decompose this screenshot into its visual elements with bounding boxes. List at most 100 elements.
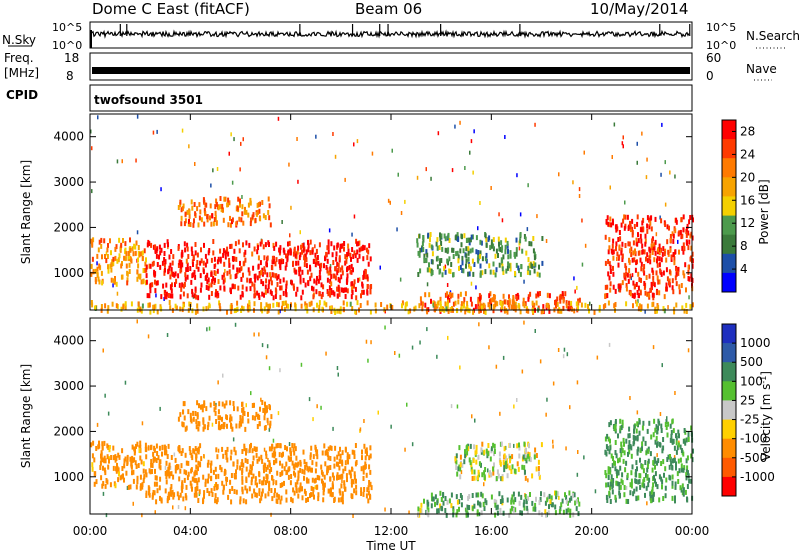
echo-cell [331, 472, 334, 478]
echo-cell [492, 261, 495, 267]
echo-cell [469, 237, 472, 243]
echo-cell [455, 459, 458, 465]
echo-cell [476, 475, 479, 481]
echo-cell [659, 268, 662, 274]
echo-cell [326, 465, 329, 471]
echo-cell [500, 240, 503, 246]
echo-cell [268, 279, 271, 285]
echo-cell [522, 297, 525, 303]
echo-cell [652, 491, 655, 497]
echo-cell [483, 506, 486, 511]
echo-cell [329, 264, 332, 268]
echo-cell [266, 417, 269, 423]
echo-cell [93, 471, 96, 477]
echo-cell [477, 454, 480, 460]
echo-cell [318, 269, 321, 275]
echo-cell [304, 257, 306, 262]
echo-cell [522, 454, 525, 460]
echo-cell [461, 268, 464, 273]
nsearch-tick-bottom: 10^0 [706, 39, 736, 52]
echo-cell [339, 474, 342, 480]
echo-cell [646, 228, 649, 234]
echo-cell [380, 302, 383, 307]
echo-cell [425, 258, 428, 263]
echo-cell [138, 448, 141, 453]
echo-cell [648, 477, 651, 483]
echo-cell [96, 266, 99, 272]
echo-cell [278, 452, 281, 458]
echo-cell [612, 271, 615, 277]
echo-cell [354, 309, 357, 315]
echo-cell [614, 450, 617, 455]
echo-cell [521, 464, 524, 470]
echo-cell [562, 294, 565, 300]
echo-cell [456, 471, 459, 477]
echo-cell [224, 269, 226, 273]
echo-cell [624, 243, 627, 248]
echo-cell [254, 277, 257, 283]
echo-cell [105, 258, 108, 264]
echo-cell [96, 422, 99, 427]
echo-cell [240, 276, 243, 282]
echo-cell [570, 495, 573, 501]
echo-cell [346, 288, 349, 294]
colorbar-tick-label: 8 [740, 239, 748, 253]
echo-cell [513, 251, 516, 257]
echo-cell [397, 172, 399, 177]
echo-cell [464, 453, 467, 459]
echo-cell [242, 137, 244, 142]
echo-cell [687, 245, 690, 251]
echo-cell [112, 278, 115, 284]
echo-cell [299, 230, 301, 235]
echo-cell [484, 467, 487, 472]
echo-cell [135, 443, 137, 449]
echo-cell [200, 247, 202, 253]
echo-cell [312, 259, 315, 264]
echo-cell [593, 309, 596, 315]
echo-cell [625, 271, 628, 277]
echo-cell [515, 247, 518, 253]
echo-cell [222, 489, 225, 495]
echo-cell [307, 478, 310, 484]
echo-cell [145, 267, 148, 273]
echo-cell [506, 243, 509, 249]
echo-cell [428, 267, 431, 273]
echo-cell [315, 280, 318, 286]
echo-cell [262, 213, 265, 219]
echo-cell [303, 459, 306, 465]
x-tick-label: 20:00 [574, 524, 609, 538]
echo-cell [188, 144, 190, 149]
echo-cell [425, 249, 428, 255]
echo-cell [513, 443, 515, 448]
velocity-data [90, 319, 694, 518]
echo-cell [137, 463, 140, 468]
echo-cell [455, 512, 458, 518]
echo-cell [604, 470, 607, 475]
echo-cell [297, 475, 300, 481]
echo-cell [688, 219, 691, 225]
echo-cell [344, 460, 347, 466]
echo-cell [480, 462, 482, 468]
echo-cell [265, 474, 268, 480]
echo-cell [91, 462, 94, 468]
echo-cell [572, 512, 575, 518]
echo-cell [488, 293, 491, 299]
echo-cell [501, 498, 504, 504]
echo-cell [132, 501, 134, 506]
echo-cell [195, 294, 198, 300]
echo-cell [351, 247, 354, 252]
echo-cell [660, 257, 663, 263]
echo-cell [473, 444, 476, 450]
echo-cell [232, 264, 235, 270]
echo-cell [662, 459, 665, 465]
echo-cell [646, 475, 649, 481]
echo-cell [353, 214, 356, 219]
echo-cell [246, 459, 249, 464]
beam-label: Beam 06 [355, 0, 422, 18]
echo-cell [470, 466, 473, 472]
echo-cell [518, 500, 521, 506]
echo-cell [479, 201, 481, 205]
echo-cell [604, 436, 607, 442]
echo-cell [639, 233, 642, 239]
echo-cell [355, 238, 358, 244]
